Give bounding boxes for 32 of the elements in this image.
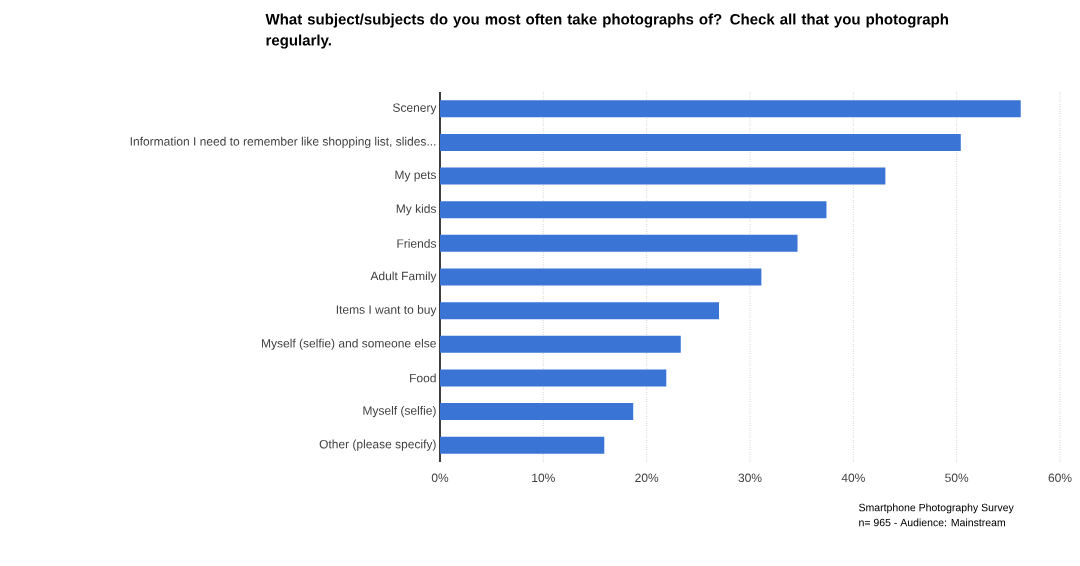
x-tick-label: 40%	[841, 473, 865, 483]
bar	[440, 403, 634, 421]
bar	[440, 201, 827, 219]
bar	[440, 167, 886, 185]
text: Smartphone Photography Survey	[859, 503, 1014, 514]
bar	[440, 436, 605, 454]
y-tick-label: My pets	[395, 170, 437, 182]
y-tick-label: Friends	[397, 238, 437, 248]
x-tick-label: 50%	[945, 473, 969, 483]
x-tick-label: 0%	[431, 473, 449, 483]
y-tick-label: Myself (selfie)	[363, 405, 436, 418]
x-tick-label: 60%	[1048, 473, 1072, 483]
bar	[440, 268, 762, 286]
bar	[440, 234, 798, 252]
bar	[440, 100, 1021, 118]
bar	[440, 335, 681, 353]
chart-title: What subject/subjects do you most often take photographs of? Check all that you photograph regularly.	[265, 13, 948, 49]
x-tick-label: 10%	[532, 473, 555, 483]
bar	[440, 133, 961, 151]
x-tick-label: 30%	[738, 473, 762, 483]
bar	[440, 302, 719, 320]
y-tick-label: Information I need to remember like shopping list, slides...	[130, 136, 436, 149]
y-tick-label: My kids	[396, 204, 437, 216]
y-tick-label: Scenery	[392, 103, 437, 115]
y-tick-label: Adult Family	[370, 271, 437, 283]
text: n= 965 - Audience: Mainstream	[859, 518, 1005, 527]
y-tick-label: Food	[410, 373, 436, 383]
x-tick-label: 20%	[635, 473, 659, 483]
y-tick-label: Items I want to buy	[336, 305, 437, 317]
y-tick-label: Myself (selfie) and someone else	[262, 338, 436, 350]
y-tick-label: Other (please specify)	[319, 439, 436, 451]
bar	[440, 369, 667, 387]
